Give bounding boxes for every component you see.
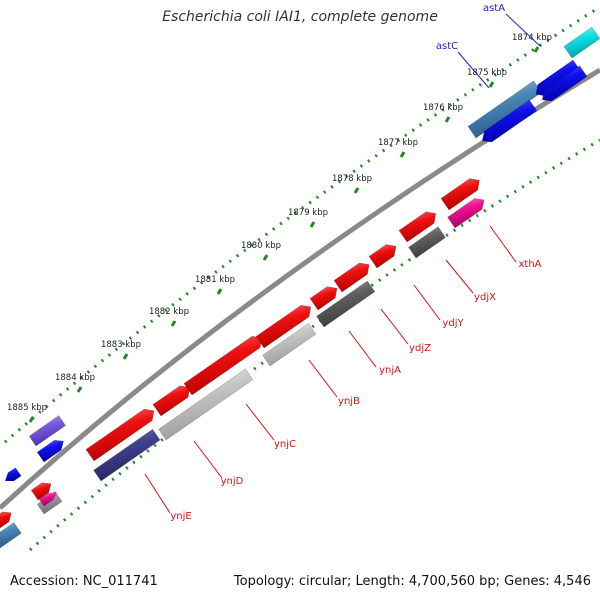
- gene-label-ydjZ: ydjZ: [409, 343, 431, 354]
- gene-label-ynjB: ynjB: [338, 396, 360, 407]
- major-tick: [28, 416, 35, 423]
- reverse-gene-blue-left: [36, 439, 64, 463]
- reverse-gene-ynjE: [93, 428, 161, 482]
- forward-gene-xthA: [440, 178, 480, 211]
- leader-line-ynjD: [193, 440, 223, 479]
- leader-line-ydjX: [445, 259, 474, 294]
- leader-line-xthA: [489, 225, 517, 263]
- major-tick: [170, 320, 177, 327]
- forward-gene-astA-end: [563, 26, 600, 59]
- map-title: Escherichia coli IAI1, complete genome: [162, 9, 438, 25]
- forward-gene-violet: [28, 415, 66, 447]
- leader-line-astC: [457, 51, 490, 89]
- tick-label: 1876 kbp: [423, 103, 463, 113]
- tick-label: 1878 kbp: [332, 174, 372, 184]
- tick-label: 1877 kbp: [378, 138, 418, 148]
- reverse-gene-astB: [541, 65, 588, 102]
- forward-gene-ydjZ: [333, 262, 370, 293]
- forward-gene-ydjX: [398, 211, 437, 243]
- major-tick: [122, 353, 129, 360]
- gene-label-ynjC: ynjC: [274, 439, 296, 450]
- tick-label: 1885 kbp: [7, 403, 47, 413]
- gene-features: [0, 26, 600, 549]
- gene-label-ydjY: ydjY: [442, 318, 464, 329]
- reverse-gene-astC: [481, 99, 538, 143]
- tick-label: 1884 kbp: [55, 373, 95, 383]
- major-tick: [216, 288, 223, 295]
- major-tick: [353, 187, 360, 194]
- gene-label-astA: astA: [483, 3, 505, 14]
- forward-gene-ydjY: [368, 244, 397, 269]
- tick-label: 1883 kbp: [101, 340, 141, 350]
- leader-line-ynjC: [245, 403, 275, 441]
- forward-gene-ynjD: [152, 385, 191, 417]
- leader-line-ydjY: [413, 284, 441, 321]
- gene-label-ynjD: ynjD: [221, 476, 244, 487]
- reverse-gene-ynjC: [262, 322, 317, 367]
- gene-label-ydjX: ydjX: [474, 292, 496, 303]
- tick-label: 1881 kbp: [195, 275, 235, 285]
- reverse-gene-left-pink: [38, 492, 58, 507]
- forward-gene-left-2: [30, 482, 52, 501]
- tick-label: 1880 kbp: [241, 241, 281, 251]
- gene-label-xthA: xthA: [518, 259, 541, 270]
- leader-line-ynjB: [308, 359, 338, 398]
- reverse-gene-ydjY: [408, 226, 446, 259]
- reverse-gene-left-2: [36, 491, 63, 515]
- major-tick: [444, 116, 451, 123]
- major-tick: [309, 221, 316, 228]
- gene-label-ynjA: ynjA: [379, 365, 401, 376]
- tick-label: 1882 kbp: [149, 307, 189, 317]
- tick-label: 1875 kbp: [467, 68, 507, 78]
- major-tick: [76, 386, 83, 393]
- forward-gene-ynjB: [255, 304, 312, 349]
- leader-line-ynjA: [348, 330, 377, 368]
- major-tick: [262, 254, 269, 261]
- tick-label: 1879 kbp: [288, 208, 328, 218]
- major-tick: [533, 46, 540, 53]
- reverse-gene-xthA: [447, 198, 485, 229]
- reverse-gene-left: [0, 522, 22, 549]
- forward-gene-ynjE: [85, 408, 155, 462]
- leader-line-ydjZ: [380, 308, 409, 345]
- gene-label-ynjE: ynjE: [170, 511, 191, 522]
- accession-text: Accession: NC_011741: [10, 574, 158, 589]
- major-tick: [399, 151, 406, 158]
- gene-label-astC: astC: [436, 41, 458, 52]
- forward-gene-left: [0, 511, 12, 529]
- reverse-gene-ynjD: [158, 368, 254, 441]
- leader-line-astA: [505, 13, 541, 47]
- leader-line-ynjE: [144, 473, 171, 514]
- gene-labels: astA astC xthA ydjX ydjY ydjZ ynjA ynjB ynjC ynjD…: [144, 3, 542, 522]
- forward-gene-small-blue: [4, 467, 22, 482]
- reverse-gene-ynjA: [316, 280, 376, 328]
- genome-backbone: [0, 67, 600, 510]
- major-tick: [488, 81, 495, 88]
- forward-gene-ynjA: [309, 286, 338, 311]
- topology-text: Topology: circular; Length: 4,700,560 bp…: [233, 574, 591, 589]
